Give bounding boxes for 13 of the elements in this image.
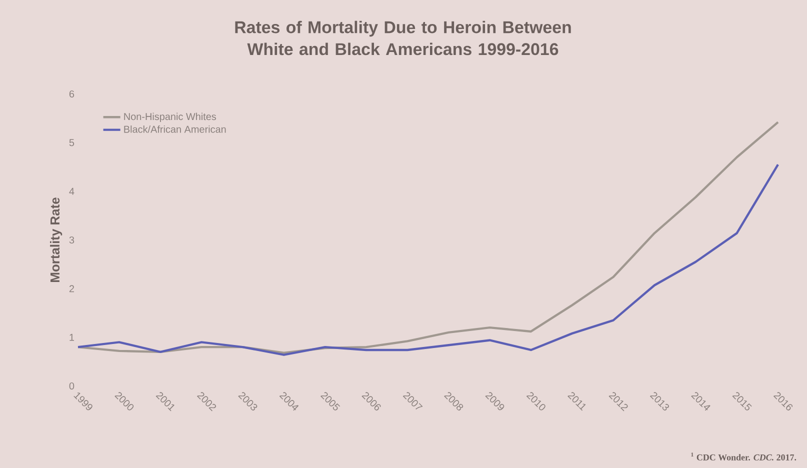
legend-label: Black/African American — [124, 125, 226, 133]
y-tick-label: 5 — [69, 139, 74, 146]
y-tick-label: 4 — [69, 188, 74, 195]
y-tick-label: 0 — [69, 382, 74, 390]
y-tick-label: 2 — [69, 285, 74, 292]
line-series — [76, 121, 780, 354]
chart-title: Rates of Mortality Due to Heroin Between White and Black Americans 1999-2016 — [235, 20, 571, 56]
y-tick-label: 3 — [69, 236, 74, 244]
legend-label: Non-Hispanic Whites — [124, 112, 216, 122]
y-tick-label: 1 — [70, 334, 74, 341]
y-axis-title: Mortality Rate — [50, 198, 62, 282]
text: $^{1}$ CDC Wonder. CDC. 2017. — [691, 452, 796, 460]
y-tick-label: 6 — [69, 90, 74, 98]
